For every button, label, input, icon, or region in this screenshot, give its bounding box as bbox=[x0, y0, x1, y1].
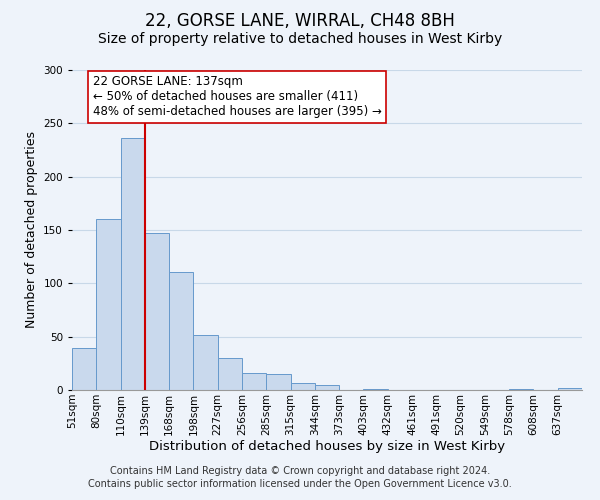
Text: Size of property relative to detached houses in West Kirby: Size of property relative to detached ho… bbox=[98, 32, 502, 46]
Bar bbox=[121, 138, 145, 390]
Text: 22, GORSE LANE, WIRRAL, CH48 8BH: 22, GORSE LANE, WIRRAL, CH48 8BH bbox=[145, 12, 455, 30]
Bar bbox=[96, 220, 121, 390]
Y-axis label: Number of detached properties: Number of detached properties bbox=[25, 132, 38, 328]
Bar bbox=[558, 388, 582, 390]
Bar bbox=[193, 334, 218, 390]
Bar bbox=[290, 382, 315, 390]
Bar bbox=[315, 384, 339, 390]
Bar bbox=[364, 389, 388, 390]
Bar bbox=[266, 374, 290, 390]
Text: Contains HM Land Registry data © Crown copyright and database right 2024.: Contains HM Land Registry data © Crown c… bbox=[110, 466, 490, 476]
Bar bbox=[145, 233, 169, 390]
Bar bbox=[509, 389, 533, 390]
Bar bbox=[169, 272, 193, 390]
Bar bbox=[242, 373, 266, 390]
Bar bbox=[218, 358, 242, 390]
X-axis label: Distribution of detached houses by size in West Kirby: Distribution of detached houses by size … bbox=[149, 440, 505, 454]
Bar bbox=[72, 348, 96, 390]
Text: Contains public sector information licensed under the Open Government Licence v3: Contains public sector information licen… bbox=[88, 479, 512, 489]
Text: 22 GORSE LANE: 137sqm
← 50% of detached houses are smaller (411)
48% of semi-det: 22 GORSE LANE: 137sqm ← 50% of detached … bbox=[92, 76, 382, 118]
